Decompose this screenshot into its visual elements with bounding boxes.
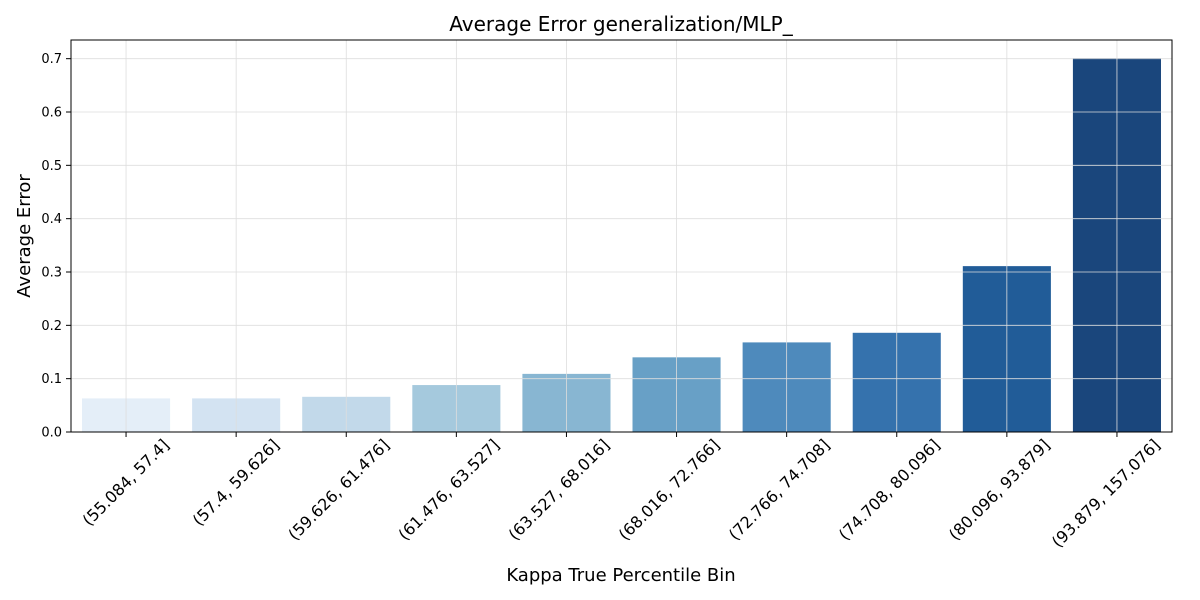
chart-title: Average Error generalization/MLP_ (449, 12, 793, 36)
grid-lines (71, 40, 1172, 433)
x-tick-label: (80.096, 93.879] (945, 435, 1054, 544)
x-tick-label: (59.626, 61.476] (284, 435, 393, 544)
x-tick-label: (63.527, 68.016] (505, 435, 614, 544)
y-tick-label: 0.1 (41, 372, 62, 387)
x-tick-label: (68.016, 72.766] (615, 435, 724, 544)
x-tick-label: (55.084, 57.4] (79, 435, 173, 529)
x-tick-label: (93.879, 157.076] (1048, 435, 1164, 551)
x-tick-label: (74.708, 80.096] (835, 435, 944, 544)
x-tick-label: (61.476, 63.527] (395, 435, 504, 544)
y-tick-label: 0.2 (41, 319, 62, 334)
bars-group (82, 58, 1161, 433)
x-tick-label: (57.4, 59.626] (189, 435, 283, 529)
y-tick-label: 0.4 (41, 212, 62, 227)
y-tick-label: 0.7 (41, 52, 62, 67)
y-axis-label: Average Error (14, 174, 35, 298)
y-tick-label: 0.0 (41, 426, 62, 441)
x-axis-label: Kappa True Percentile Bin (506, 565, 735, 586)
x-tick-label: (72.766, 74.708] (725, 435, 834, 544)
y-tick-label: 0.6 (41, 106, 62, 121)
y-axis: 0.0 0.1 0.2 0.3 0.4 0.5 0.6 0.7 (41, 52, 71, 441)
plot-frame (70, 39, 1173, 433)
y-tick-label: 0.3 (41, 266, 62, 281)
y-tick-label: 0.5 (41, 159, 62, 174)
x-axis: (55.084, 57.4] (57.4, 59.626] (59.626, 61.… (79, 432, 1164, 551)
